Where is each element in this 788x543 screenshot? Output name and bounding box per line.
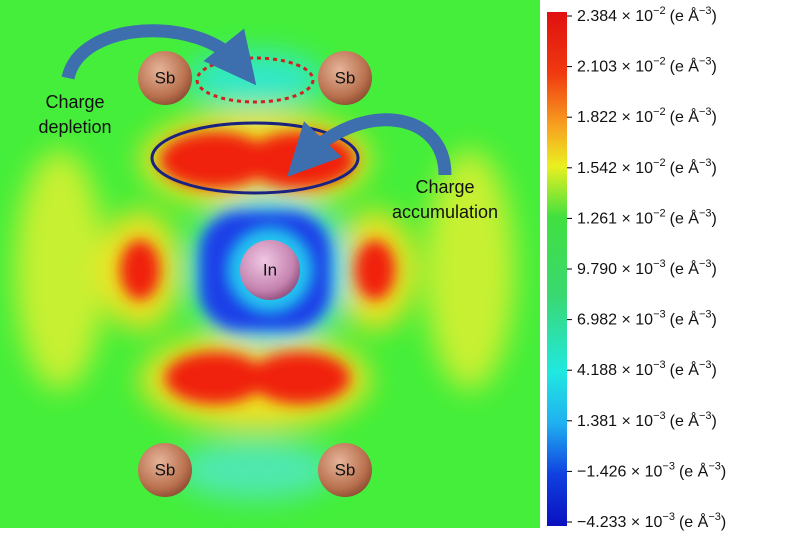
unit-close: ) xyxy=(712,59,717,76)
tick-exponent: −2 xyxy=(653,56,666,68)
unit-open: (e Å xyxy=(670,310,700,329)
unit-exponent: −3 xyxy=(708,460,721,472)
annotation: accumulation xyxy=(392,202,498,222)
atom xyxy=(240,240,300,300)
unit-close: ) xyxy=(712,261,717,278)
unit-close: ) xyxy=(712,210,717,227)
tick-exponent: −3 xyxy=(653,309,666,321)
unit-close: ) xyxy=(712,413,717,430)
tick-label: −1.426 × 10−3 (e Å−3) xyxy=(577,460,726,480)
tick-exponent: −3 xyxy=(653,258,666,270)
atom xyxy=(138,51,192,105)
tick-label: 6.982 × 10−3 (e Å−3) xyxy=(577,309,717,329)
unit-open: (e Å xyxy=(670,208,700,227)
unit-open: (e Å xyxy=(670,411,700,430)
colorbar xyxy=(547,12,567,526)
unit-exponent: −3 xyxy=(699,5,712,17)
tick-mantissa: 4.188 × 10 xyxy=(577,362,653,379)
unit-exponent: −3 xyxy=(699,258,712,270)
atom-label: In xyxy=(263,260,277,279)
tick-exponent: −2 xyxy=(653,106,666,118)
tick-mantissa: 2.103 × 10 xyxy=(577,59,653,76)
atom-label: Sb xyxy=(155,460,176,479)
tick-label: 9.790 × 10−3 (e Å−3) xyxy=(577,258,717,278)
arrow xyxy=(287,113,452,177)
tick-exponent: −3 xyxy=(662,511,675,523)
charge-density-map xyxy=(0,0,540,528)
arrow xyxy=(61,24,257,86)
annotation: Charge xyxy=(45,92,104,112)
unit-exponent: −3 xyxy=(699,157,712,169)
unit-exponent: −3 xyxy=(699,106,712,118)
tick-mantissa: 1.381 × 10 xyxy=(577,413,653,430)
tick-label: −4.233 × 10−3 (e Å−3) xyxy=(577,511,726,531)
tick-exponent: −3 xyxy=(653,410,666,422)
tick-mantissa: 1.542 × 10 xyxy=(577,160,653,177)
unit-close: ) xyxy=(721,514,726,531)
unit-exponent: −3 xyxy=(699,207,712,219)
unit-open: (e Å xyxy=(670,6,700,25)
atom-label: Sb xyxy=(155,68,176,87)
unit-close: ) xyxy=(712,362,717,379)
atom-label: Sb xyxy=(335,460,356,479)
tick-exponent: −2 xyxy=(653,157,666,169)
tick-label: 2.103 × 10−2 (e Å−3) xyxy=(577,56,717,76)
unit-exponent: −3 xyxy=(699,309,712,321)
tick-exponent: −3 xyxy=(662,460,675,472)
atom xyxy=(138,443,192,497)
tick-exponent: −2 xyxy=(653,207,666,219)
tick-mantissa: 1.822 × 10 xyxy=(577,109,653,126)
tick-exponent: −2 xyxy=(653,5,666,17)
unit-open: (e Å xyxy=(670,57,700,76)
tick-label: 1.381 × 10−3 (e Å−3) xyxy=(577,410,717,430)
atom-label: Sb xyxy=(335,68,356,87)
tick-label: 1.822 × 10−2 (e Å−3) xyxy=(577,106,717,126)
unit-exponent: −3 xyxy=(699,359,712,371)
unit-open: (e Å xyxy=(679,512,709,531)
atom xyxy=(318,443,372,497)
unit-open: (e Å xyxy=(670,107,700,126)
unit-exponent: −3 xyxy=(699,410,712,422)
tick-label: 1.542 × 10−2 (e Å−3) xyxy=(577,157,717,177)
unit-close: ) xyxy=(712,160,717,177)
depletion-outline xyxy=(195,56,315,104)
annotation: Charge xyxy=(415,177,474,197)
unit-close: ) xyxy=(721,463,726,480)
unit-open: (e Å xyxy=(679,461,709,480)
unit-close: ) xyxy=(712,109,717,126)
tick-label: 4.188 × 10−3 (e Å−3) xyxy=(577,359,717,379)
unit-exponent: −3 xyxy=(699,56,712,68)
tick-mantissa: 1.261 × 10 xyxy=(577,210,653,227)
annotation: depletion xyxy=(38,117,111,137)
tick-mantissa: 2.384 × 10 xyxy=(577,8,653,25)
accumulation-outline xyxy=(150,121,360,195)
unit-close: ) xyxy=(712,8,717,25)
tick-mantissa: −1.426 × 10 xyxy=(577,463,663,480)
tick-mantissa: −4.233 × 10 xyxy=(577,514,663,531)
unit-open: (e Å xyxy=(670,360,700,379)
tick-exponent: −3 xyxy=(653,359,666,371)
tick-mantissa: 6.982 × 10 xyxy=(577,312,653,329)
atom xyxy=(318,51,372,105)
tick-label: 2.384 × 10−2 (e Å−3) xyxy=(577,5,717,25)
unit-open: (e Å xyxy=(670,259,700,278)
tick-mantissa: 9.790 × 10 xyxy=(577,261,653,278)
unit-exponent: −3 xyxy=(708,511,721,523)
unit-close: ) xyxy=(712,312,717,329)
unit-open: (e Å xyxy=(670,158,700,177)
tick-label: 1.261 × 10−2 (e Å−3) xyxy=(577,207,717,227)
